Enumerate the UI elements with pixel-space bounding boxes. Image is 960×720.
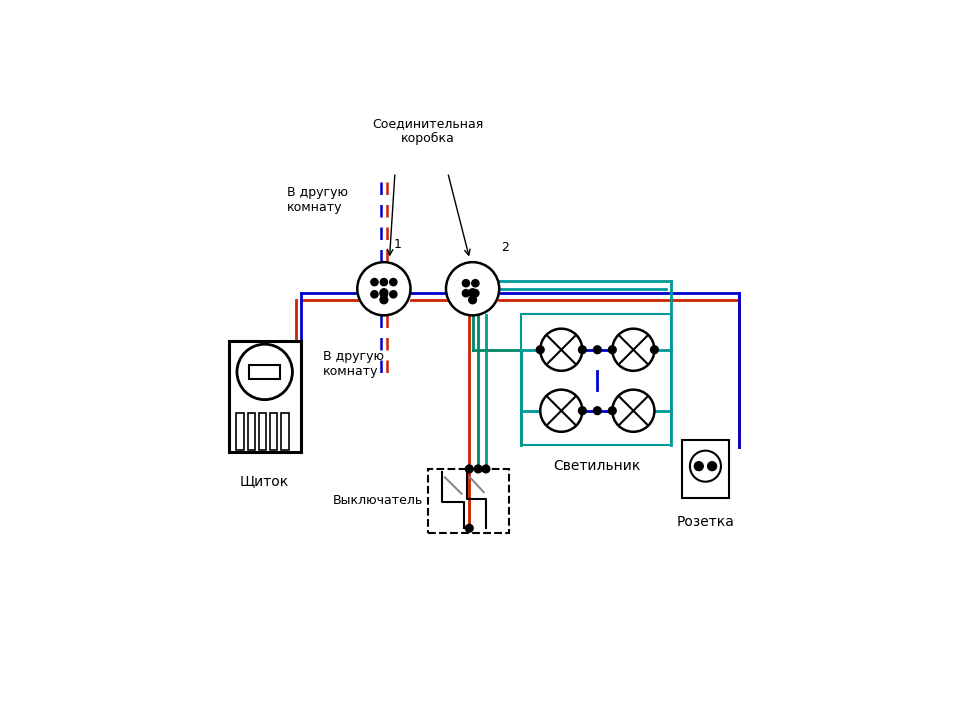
Text: Розетка: Розетка (677, 515, 734, 528)
Circle shape (609, 407, 616, 415)
Circle shape (380, 296, 388, 304)
Text: 1: 1 (394, 238, 401, 251)
Text: В другую
комнату: В другую комнату (287, 186, 348, 214)
Circle shape (380, 291, 388, 298)
Circle shape (371, 279, 378, 286)
Circle shape (540, 328, 583, 371)
Circle shape (694, 462, 704, 471)
Circle shape (380, 279, 388, 286)
Circle shape (446, 262, 499, 315)
Circle shape (482, 465, 490, 473)
Text: Соединительная
коробка: Соединительная коробка (372, 117, 484, 145)
FancyBboxPatch shape (248, 413, 255, 449)
FancyBboxPatch shape (270, 413, 277, 449)
FancyBboxPatch shape (236, 413, 244, 449)
Circle shape (593, 407, 601, 415)
Circle shape (474, 465, 482, 473)
Circle shape (463, 279, 469, 287)
Circle shape (390, 291, 396, 298)
Circle shape (471, 279, 479, 287)
Text: В другую
комнату: В другую комнату (323, 350, 384, 378)
Text: 2: 2 (501, 241, 509, 254)
Circle shape (380, 289, 388, 297)
Text: Светильник: Светильник (554, 459, 641, 473)
Circle shape (468, 289, 476, 297)
Circle shape (357, 262, 411, 315)
Text: Щиток: Щиток (240, 474, 289, 488)
Circle shape (390, 279, 396, 286)
Circle shape (468, 296, 476, 304)
FancyBboxPatch shape (258, 413, 266, 449)
Circle shape (463, 289, 469, 297)
Circle shape (593, 346, 601, 354)
Circle shape (466, 524, 473, 532)
FancyBboxPatch shape (228, 341, 300, 452)
Circle shape (690, 451, 721, 482)
Circle shape (579, 407, 587, 415)
FancyBboxPatch shape (250, 365, 280, 379)
Circle shape (579, 346, 587, 354)
Circle shape (237, 344, 293, 400)
FancyBboxPatch shape (428, 469, 509, 533)
Circle shape (612, 328, 655, 371)
FancyBboxPatch shape (682, 440, 729, 498)
Circle shape (609, 346, 616, 354)
Circle shape (371, 291, 378, 298)
Circle shape (708, 462, 716, 471)
FancyBboxPatch shape (280, 413, 289, 449)
Circle shape (466, 465, 473, 473)
Text: Выключатель: Выключатель (332, 495, 422, 508)
Circle shape (612, 390, 655, 432)
Circle shape (537, 346, 544, 354)
Circle shape (471, 289, 479, 297)
Circle shape (540, 390, 583, 432)
Circle shape (651, 346, 659, 354)
